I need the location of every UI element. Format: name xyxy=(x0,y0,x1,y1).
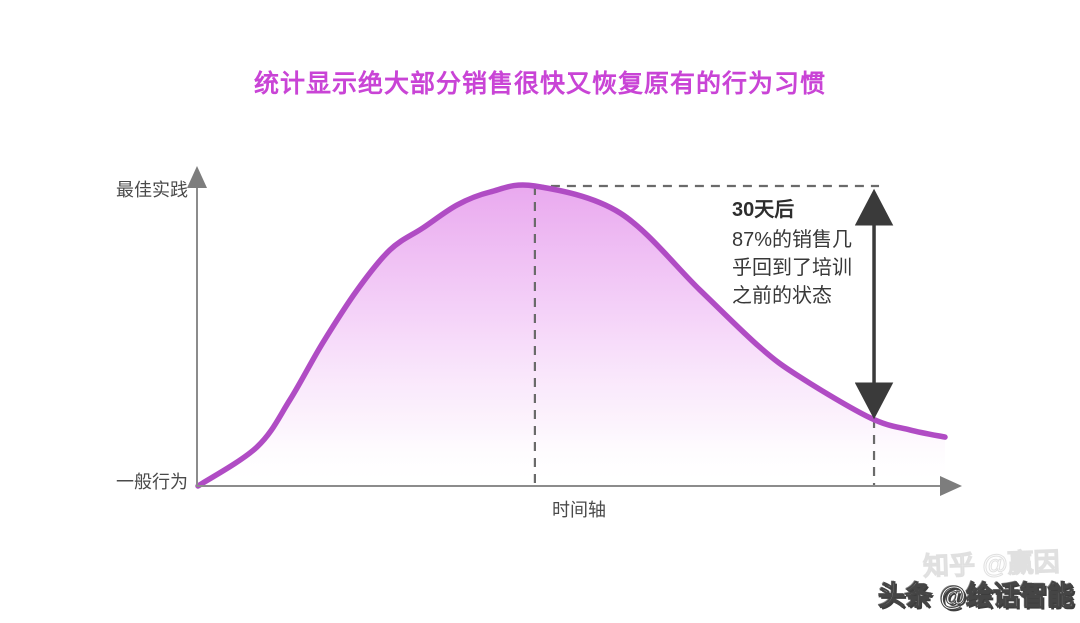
annotation-line: 87%的销售几 xyxy=(732,229,853,251)
curve-area-fill xyxy=(198,184,945,486)
annotation-heading: 30天后 xyxy=(732,199,795,221)
annotation-line: 之前的状态 xyxy=(732,285,832,307)
annotation-line: 乎回到了培训 xyxy=(732,257,852,279)
x-axis-label: 时间轴 xyxy=(552,500,606,520)
page-title: 统计显示绝大部分销售很快又恢复原有的行为习惯 xyxy=(253,70,826,98)
y-axis-label-top: 最佳实践 xyxy=(116,180,188,200)
y-axis-label-bottom: 一般行为 xyxy=(116,472,188,492)
watermark-primary: 头条 @绘话智能 xyxy=(878,581,1075,612)
behavior-curve xyxy=(195,182,948,489)
day30-annotation: 30天后 87%的销售几 乎回到了培训 之前的状态 xyxy=(732,196,892,310)
